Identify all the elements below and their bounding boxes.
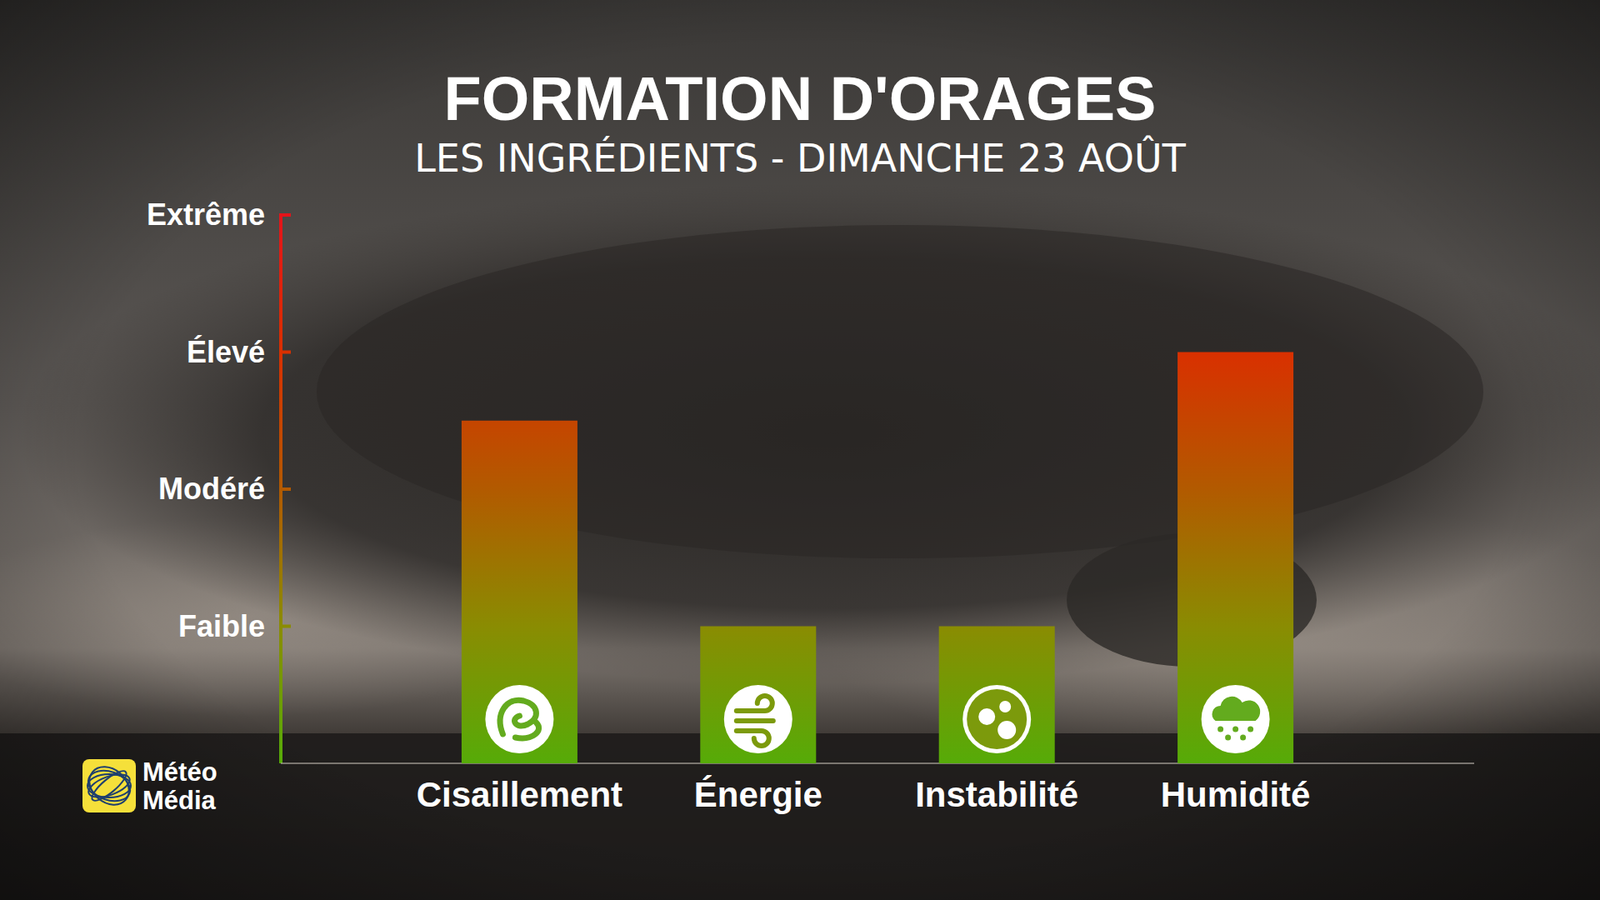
- logo: MétéoMédia: [81, 757, 217, 815]
- bar-icon: [485, 685, 554, 754]
- y-tick: [279, 487, 291, 491]
- y-tick: [279, 625, 291, 629]
- icon-shape: [736, 695, 774, 746]
- vignette: [0, 0, 1600, 900]
- icon-shape: [966, 689, 1027, 750]
- chart: FORMATION D'ORAGESLES INGRÉDIENTS - DIMA…: [0, 0, 1600, 900]
- bar: [939, 626, 1055, 765]
- x-tick-label: Cisaillement: [416, 775, 623, 815]
- y-tick: [279, 350, 291, 355]
- icon-circle: [485, 685, 554, 754]
- icon-shape: [500, 700, 539, 739]
- icon-shape: [1212, 696, 1261, 721]
- icon-shape: [1240, 735, 1246, 741]
- icon-circle: [1201, 685, 1270, 754]
- subtitle: LES INGRÉDIENTS - DIMANCHE 23 AOÛT: [414, 135, 1186, 181]
- logo-mark: [84, 765, 135, 807]
- x-tick-label: Humidité: [1160, 775, 1311, 815]
- bars: [461, 352, 1294, 765]
- x-tick-label: Énergie: [694, 775, 823, 815]
- icon-shape: [1232, 726, 1239, 733]
- icon-circle: [724, 685, 793, 754]
- icon-shape: [999, 700, 1011, 713]
- logo-mark: [82, 759, 136, 813]
- bar-icon: [724, 685, 793, 754]
- y-tick-label: Extrême: [146, 197, 265, 232]
- logo-mark: [81, 759, 137, 813]
- icon-circle: [962, 685, 1031, 754]
- icon-shape: [978, 708, 995, 725]
- bar: [1177, 352, 1294, 765]
- bar: [700, 626, 816, 765]
- icon-shape: [1225, 735, 1231, 741]
- icon-shape: [997, 720, 1016, 740]
- logo-mark: [85, 770, 133, 802]
- y-tick-label: Faible: [178, 609, 265, 644]
- title: FORMATION D'ORAGES: [444, 64, 1157, 134]
- icon-shape: [1247, 726, 1254, 733]
- y-tick-label: Modéré: [158, 471, 265, 506]
- y-tick: [279, 213, 291, 217]
- bar-icon: [962, 685, 1031, 754]
- icon-shape: [1217, 726, 1224, 733]
- sky: [0, 0, 1600, 900]
- x-tick-label: Instabilité: [915, 775, 1079, 815]
- logo-text: Météo: [142, 757, 218, 787]
- bar: [461, 420, 578, 764]
- logo-text: Média: [142, 785, 217, 815]
- background: [0, 0, 1600, 900]
- y-tick-label: Élevé: [186, 335, 265, 370]
- x-axis: [280, 762, 1475, 765]
- bar-icon: [1201, 685, 1270, 754]
